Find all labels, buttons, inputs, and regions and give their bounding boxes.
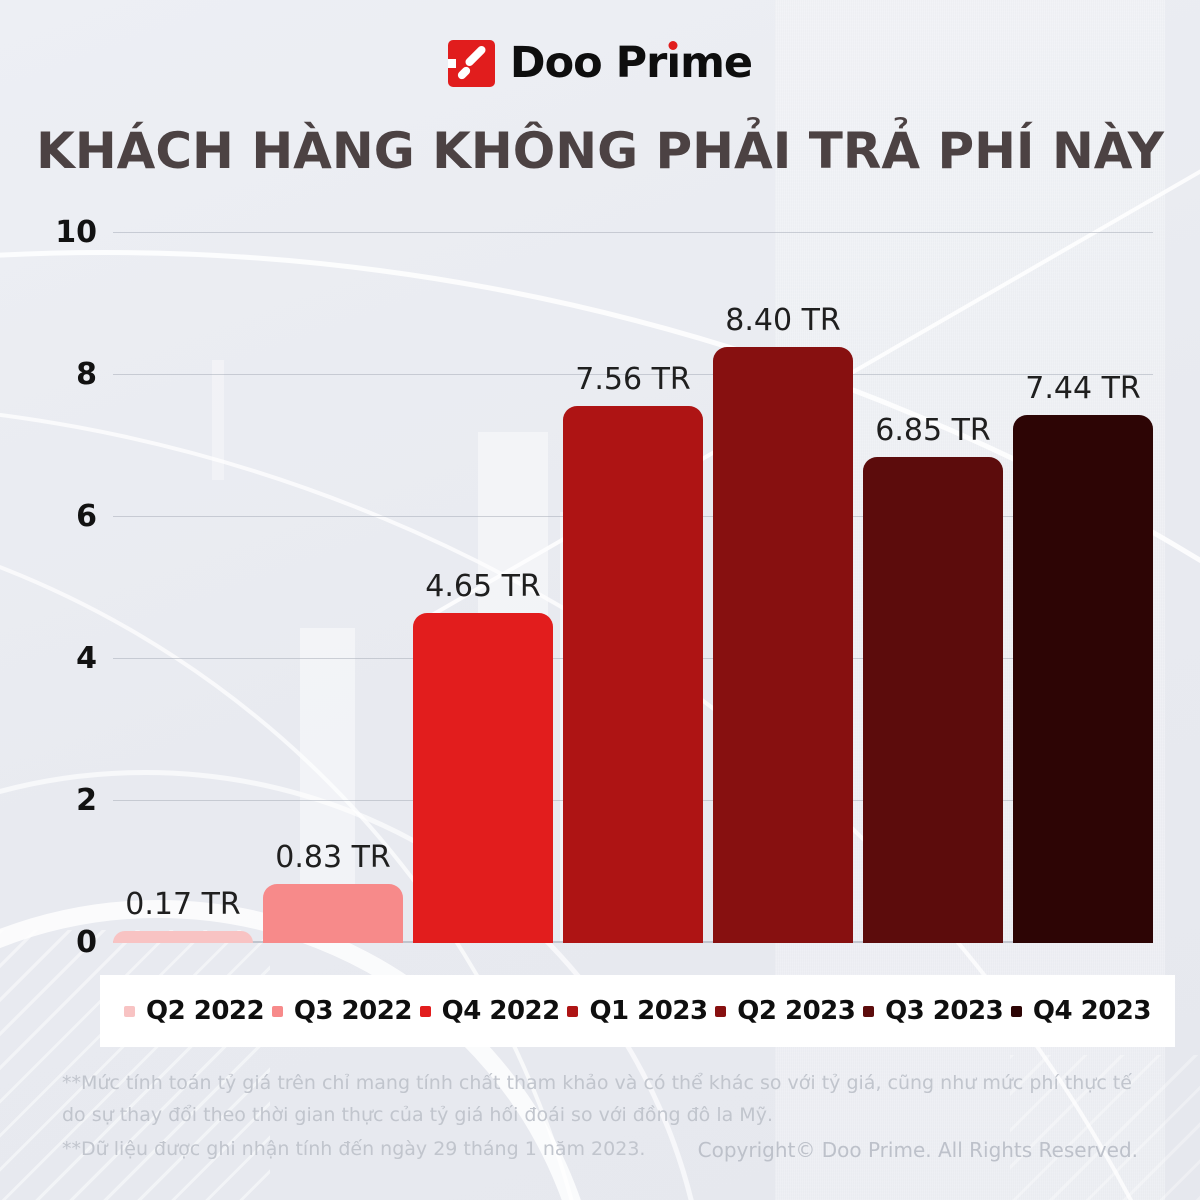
copyright-text: Copyright© Doo Prime. All Rights Reserve… (697, 1138, 1138, 1162)
legend-item-q3-2022: Q3 2022 (271, 996, 413, 1026)
legend-item-q1-2023: Q1 2023 (567, 996, 708, 1026)
y-tick-label: 10 (55, 215, 97, 250)
bar-value-label: 0.17 TR (125, 886, 241, 922)
bar-q2-2022: 0.17 TR (113, 887, 253, 943)
plot-area: 0 2 4 6 8 10 0.17 TR 0.83 TR 4.65 TR 7.56 TR 8.40… (55, 218, 1153, 958)
bar-value-label: 7.56 TR (575, 362, 691, 398)
bar-q4-2023: 7.44 TR (1013, 371, 1153, 943)
bar-value-label: 7.44 TR (1025, 370, 1141, 406)
bar-value-label: 8.40 TR (725, 302, 841, 338)
bar-q4-2022: 4.65 TR (413, 569, 553, 943)
logo-slash-icon (456, 65, 472, 81)
legend-item-q3-2023: Q3 2023 (863, 996, 1004, 1026)
chart-legend: Q2 2022 Q3 2022 Q4 2022 Q1 2023 Q2 2023 Q3 20… (100, 975, 1175, 1047)
legend-item-q4-2023: Q4 2023 (1010, 996, 1152, 1026)
page-title: KHÁCH HÀNG KHÔNG PHẢI TRẢ PHÍ NÀY (36, 122, 1164, 180)
bar-value-label: 4.65 TR (425, 568, 541, 604)
doo-prime-logo-icon (447, 40, 495, 87)
y-tick-label: 2 (76, 783, 97, 818)
legend-label: Q2 2022 (146, 996, 265, 1026)
footnote-exchange-rate: **Mức tính toán tỷ giá trên chỉ mang tín… (62, 1072, 1132, 1126)
legend-swatch (419, 1005, 431, 1017)
footnote-data-date: **Dữ liệu được ghi nhận tính đến ngày 29… (62, 1138, 646, 1160)
brand-header: Doo Prıme (0, 40, 1200, 87)
bar-q3-2023: 6.85 TR (863, 413, 1003, 943)
bars-layer: 0.17 TR 0.83 TR 4.65 TR 7.56 TR 8.40 TR 6.85 … (113, 303, 1153, 943)
bar-q2-2023: 8.40 TR (713, 303, 853, 943)
legend-swatch (1010, 1005, 1022, 1017)
legend-label: Q1 2023 (589, 996, 708, 1026)
y-tick-label: 4 (76, 641, 97, 676)
legend-swatch (715, 1005, 727, 1017)
bar-q1-2023: 7.56 TR (563, 362, 703, 943)
logo-notch (447, 59, 456, 68)
y-tick-label: 6 (76, 499, 97, 534)
legend-item-q2-2023: Q2 2023 (715, 996, 856, 1026)
legend-label: Q4 2023 (1032, 996, 1152, 1026)
logo-slash-icon (463, 44, 488, 68)
legend-swatch (567, 1005, 579, 1017)
legend-label: Q3 2022 (293, 996, 413, 1026)
legend-swatch (124, 1005, 135, 1017)
legend-item-q4-2022: Q4 2022 (419, 996, 561, 1026)
gridline (113, 232, 1153, 233)
bar-q3-2022: 0.83 TR (263, 840, 403, 943)
legend-swatch (863, 1005, 875, 1017)
bar-value-label: 6.85 TR (875, 412, 991, 448)
legend-swatch (271, 1005, 283, 1017)
y-tick-label: 0 (76, 925, 97, 960)
legend-label: Q2 2023 (737, 996, 856, 1026)
bar-value-label: 0.83 TR (275, 840, 391, 876)
legend-label: Q4 2022 (441, 996, 561, 1026)
brand-name: Doo Prıme (509, 38, 753, 88)
logo-i-red-dot: ı (666, 38, 681, 88)
legend-item-q2-2022: Q2 2022 (124, 996, 265, 1026)
y-tick-label: 8 (76, 357, 97, 392)
legend-label: Q3 2023 (885, 996, 1004, 1026)
